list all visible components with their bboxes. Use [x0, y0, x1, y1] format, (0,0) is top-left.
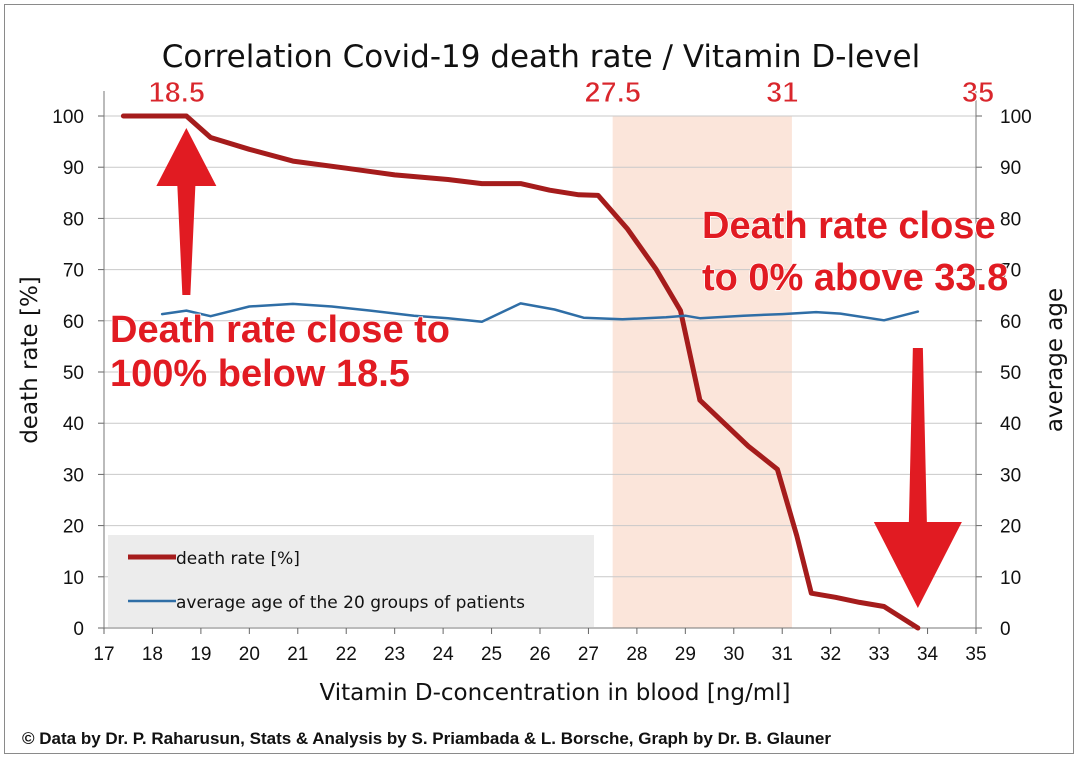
x-tick-label: 23 [384, 644, 405, 665]
x-tick-label: 18 [142, 644, 163, 665]
y-tick-label-left: 100 [52, 107, 84, 128]
marker-label: 31 [766, 77, 798, 109]
chart-frame [4, 4, 1074, 754]
y-tick-label-right: 70 [1000, 261, 1021, 282]
x-tick-label: 25 [481, 644, 502, 665]
annotation-high-line-1: Death rate close [702, 205, 996, 247]
y-axis-title-left: death rate [%] [17, 276, 43, 444]
legend-label-death-rate: death rate [%] [176, 549, 300, 569]
axis-layer: 0 10 20 30 40 50 60 70 80 90 100 0 10 20 30 40 50 60 70 80 9… [52, 91, 1032, 665]
y-tick-label-left: 30 [63, 465, 84, 486]
y-tick-label-right: 10 [1000, 568, 1021, 589]
legend-label-average-age: average age of the 20 groups of patients [176, 593, 525, 613]
y-tick-label-left: 60 [63, 312, 84, 333]
x-tick-label: 35 [965, 644, 986, 665]
death-rate-line [120, 113, 921, 631]
x-tick-label: 24 [433, 644, 455, 665]
y-tick-label-right: 100 [1000, 107, 1032, 128]
x-tick-label: 27 [578, 644, 599, 665]
y-tick-label-right: 40 [1000, 414, 1021, 435]
y-tick-label-left: 20 [63, 517, 84, 538]
y-tick-label-left: 80 [63, 209, 84, 230]
y-tick-label-right: 30 [1000, 465, 1021, 486]
x-tick-label: 32 [820, 644, 841, 665]
x-tick-label: 21 [287, 644, 308, 665]
y-axis-title-right: average age [1042, 288, 1068, 432]
x-axis-title: Vitamin D-concentration in blood [ng/ml] [319, 680, 790, 706]
x-tick-label: 29 [675, 644, 696, 665]
y-tick-label-right: 50 [1000, 363, 1021, 384]
annotation-high-line-2: to 0% above 33.8 [702, 257, 1008, 299]
y-tick-label-right: 90 [1000, 158, 1021, 179]
credit-line: © Data by Dr. P. Raharusun, Stats & Anal… [22, 729, 831, 748]
x-tick-label: 26 [529, 644, 550, 665]
y-tick-label-left: 70 [63, 261, 84, 282]
series-layer [120, 113, 921, 631]
x-tick-label: 28 [626, 644, 647, 665]
y-tick-label-left: 10 [63, 568, 84, 589]
marker-label: 27.5 [584, 77, 640, 109]
y-tick-label-right: 0 [1000, 619, 1011, 640]
x-tick-label: 19 [190, 644, 211, 665]
y-tick-label-left: 50 [63, 363, 84, 384]
y-tick-label-left: 40 [63, 414, 84, 435]
y-tick-label-right: 80 [1000, 209, 1021, 230]
grid-layer [104, 115, 976, 578]
y-tick-label-left: 90 [63, 158, 84, 179]
x-tick-label: 30 [723, 644, 744, 665]
y-tick-label-right: 20 [1000, 517, 1021, 538]
legend: death rate [%] average age of the 20 gro… [108, 535, 594, 627]
marker-label: 35 [962, 77, 994, 109]
average-age-line [160, 302, 920, 324]
chart-title: Correlation Covid-19 death rate / Vitami… [162, 39, 920, 75]
legend-box [108, 535, 594, 627]
y-tick-label-left: 0 [73, 619, 84, 640]
down-arrow-icon [873, 348, 962, 608]
annotation-low-line-1: Death rate close to [110, 309, 450, 351]
x-tick-label: 31 [772, 644, 793, 665]
x-tick-label: 20 [239, 644, 260, 665]
up-arrow-icon [156, 128, 217, 295]
x-tick-label: 34 [917, 644, 939, 665]
marker-label: 18.5 [148, 77, 204, 109]
x-tick-label: 33 [869, 644, 890, 665]
x-tick-label: 22 [336, 644, 357, 665]
x-tick-label: 17 [93, 644, 114, 665]
annotation-low-line-2: 100% below 18.5 [110, 353, 410, 395]
y-tick-label-right: 60 [1000, 312, 1021, 333]
